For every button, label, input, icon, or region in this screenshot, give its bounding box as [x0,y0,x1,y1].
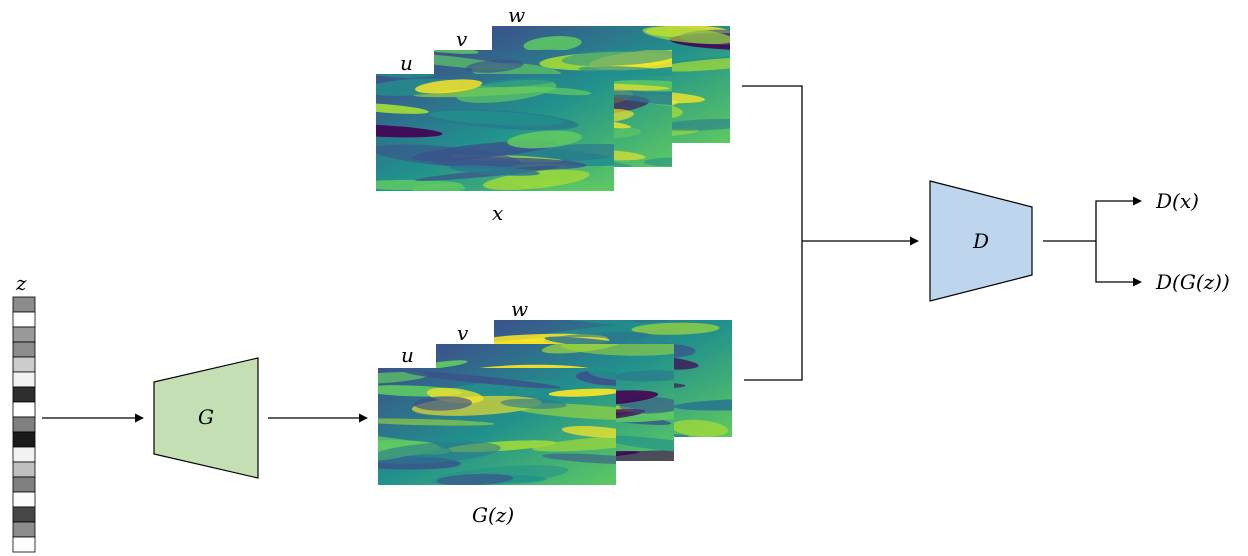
flow-streak [376,124,443,138]
real-caption: x [492,201,503,225]
latent-cell [12,521,36,538]
discriminator-block [929,180,1033,302]
latent-cell [12,416,36,433]
generated-field-u [378,368,616,485]
flow-streak [414,396,472,411]
flow-streak [598,435,674,455]
flow-streak [378,441,501,464]
flow-streak [612,450,674,461]
flow-streak [616,462,721,482]
latent-cell [12,371,36,388]
flow-streak [436,473,514,485]
latent-cell [12,341,36,358]
flow-streak [465,59,524,73]
z-label: z [15,271,27,295]
flow-streak [507,130,582,149]
flow-streak [500,398,567,409]
flow-streak [631,322,720,335]
real-u-label: u [400,51,413,75]
generator-label: G [198,405,214,429]
output-fake-label: D(G(z)) [1155,270,1230,294]
flow-streak [415,79,483,94]
flow-streak [411,183,466,191]
real-w-label: w [508,3,525,27]
flow-streak [532,435,616,452]
latent-cell [12,326,36,343]
output-real-label: D(x) [1155,189,1199,213]
flow-streak [642,26,730,45]
real-field-u [376,74,653,213]
latent-cell [12,356,36,373]
flow-streak [588,368,616,381]
flow-streak [436,360,468,370]
flow-streak [376,103,429,114]
generator-block [153,357,259,479]
latent-cell [12,461,36,478]
latent-vector [12,296,36,553]
flow-streak [542,453,616,465]
latent-cell [12,401,36,418]
flow-streak [456,79,557,103]
flow-streak [528,87,592,96]
generated-field-stack [378,320,732,485]
flow-streak [518,320,646,326]
latent-cell [12,311,36,328]
flow-streak [448,165,540,176]
flow-streak [480,77,556,87]
latent-cell [12,536,36,553]
latent-cell [12,491,36,508]
flow-streak [578,66,672,77]
flow-streak [612,370,674,382]
flow-streak [585,192,653,213]
flow-streak [561,50,672,67]
flow-streak [523,36,582,53]
real-to-merge-line [742,85,803,241]
flow-streak [378,372,429,385]
output-fake-arrow [1095,241,1142,287]
flow-streak [656,118,730,131]
generated-w-label: w [511,297,528,321]
generated-v-label: v [457,321,469,345]
flow-streak [560,344,674,356]
flow-streak [670,419,729,437]
real-field-stack [376,26,730,213]
latent-cell [12,446,36,463]
latent-cell [12,431,36,448]
flow-streak [483,169,590,191]
flow-streak [548,388,616,397]
output-real-arrow [1095,196,1142,241]
flow-streak [378,418,495,426]
flow-streak [655,57,730,72]
flow-streak [672,398,732,411]
flow-streak [561,426,616,438]
generated-u-label: u [401,343,414,367]
flow-streak [434,50,479,54]
discriminator-label: D [972,229,989,253]
latent-cell [12,386,36,403]
flow-streak [404,371,562,389]
latent-cell [12,296,36,313]
flow-streak [599,85,672,106]
latent-cell [12,476,36,493]
flow-streak [643,157,672,167]
generated-to-merge-line [744,241,803,381]
real-v-label: v [456,27,468,51]
latent-cell [12,506,36,523]
generated-caption: G(z) [472,503,514,527]
flow-streak [429,110,564,126]
